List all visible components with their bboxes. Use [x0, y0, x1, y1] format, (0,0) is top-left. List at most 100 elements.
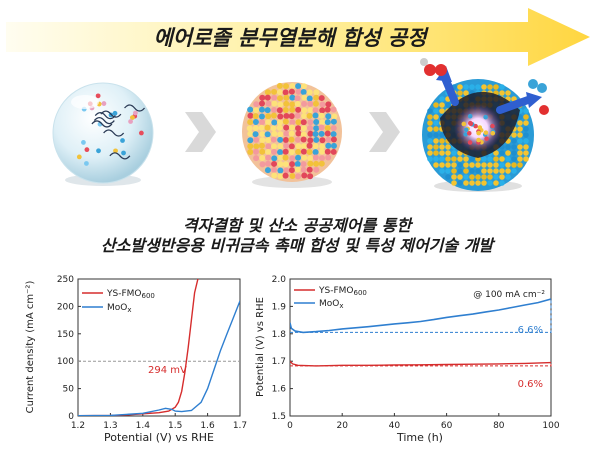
shell-atom — [469, 168, 475, 174]
shell-atom — [451, 180, 457, 186]
x-tick-label: 100 — [542, 421, 559, 431]
particle-atom — [258, 142, 265, 149]
shell-atom — [523, 144, 529, 150]
process-arrow-2 — [369, 112, 400, 152]
particle-atom — [289, 155, 296, 162]
particle-atom — [295, 173, 302, 180]
particle-atom — [265, 113, 272, 120]
precursor-dot — [84, 147, 90, 153]
oxygen-molecule-icon — [420, 58, 447, 76]
particle-atom — [312, 112, 319, 119]
x-axis-ticks: 1.2 1.3 1.4 1.5 1.6 1.7 — [71, 413, 247, 431]
precursor-dot — [120, 138, 125, 143]
shell-atom — [505, 90, 511, 96]
shell-atom — [427, 126, 433, 132]
particle-atom — [247, 143, 254, 150]
y-axis-label: Current density (mA cm⁻²) — [25, 281, 36, 414]
shell-atom — [469, 84, 475, 90]
particle-atom — [294, 136, 301, 143]
particle-atom — [312, 143, 319, 150]
particle-atom — [264, 167, 271, 174]
core-atom — [463, 127, 469, 133]
core-atom — [484, 136, 489, 141]
particle-atom — [318, 95, 325, 102]
core-atom — [468, 121, 474, 127]
shell-atom — [445, 156, 451, 162]
process-banner: 에어로졸 분무열분해 합성 공정 — [6, 8, 590, 66]
particle-atom — [247, 130, 254, 137]
particle-atom — [318, 112, 325, 119]
core-atom — [490, 130, 496, 136]
particle-atom — [253, 107, 260, 114]
particle-atom — [288, 167, 295, 174]
legend-label-moox: MoOx — [107, 303, 132, 314]
particle-atom — [247, 106, 254, 113]
droplet-illustration — [52, 82, 154, 186]
particle-atom — [300, 143, 307, 150]
x-tick-label: 1.4 — [136, 421, 151, 431]
particle-atom — [295, 119, 302, 126]
yolk-shell-illustration — [420, 58, 549, 192]
ys-change-label: 0.6% — [518, 379, 543, 390]
banner-arrow — [6, 8, 590, 66]
shell-atom — [493, 150, 499, 156]
particle-atom — [282, 89, 289, 96]
particle-atom — [313, 166, 320, 173]
particle-atom — [312, 154, 319, 161]
particle-atom — [264, 94, 271, 101]
shell-atom — [427, 150, 433, 156]
shell-atom — [439, 138, 445, 144]
series-line-moox — [290, 298, 551, 334]
x-axis-ticks: 0 20 40 60 80 100 — [287, 413, 560, 431]
particle-atom — [324, 130, 331, 137]
shell-atom — [523, 126, 529, 132]
shell-atom — [463, 90, 469, 96]
shell-atom — [469, 180, 475, 186]
particle-atom — [307, 119, 314, 126]
particle-atom — [331, 113, 338, 120]
precursor-dot — [84, 161, 89, 166]
x-tick-label: 1.3 — [103, 421, 117, 431]
particle-atom — [300, 136, 307, 143]
core-atom — [477, 125, 483, 130]
particle-atom — [330, 118, 337, 125]
particle-atom — [319, 101, 326, 108]
shell-atom — [445, 162, 451, 168]
core-atom — [476, 130, 481, 136]
shell-atom — [433, 138, 439, 144]
particle-atom — [277, 161, 284, 168]
particle-atom — [325, 154, 332, 161]
shell-atom — [439, 156, 445, 162]
particle-atom — [300, 125, 307, 132]
core-atom — [467, 113, 473, 119]
shell-atom — [439, 102, 445, 108]
particle-atom — [252, 148, 259, 155]
particle-atom — [313, 125, 320, 132]
particle-atom — [246, 125, 253, 132]
shell-atom — [499, 90, 505, 96]
particle-atom — [325, 142, 332, 149]
shell-atom — [457, 156, 463, 162]
particle-atom — [270, 125, 277, 132]
shell-atom — [445, 150, 451, 156]
particle-atom — [282, 154, 289, 161]
shell-atom — [511, 168, 517, 174]
x-tick-label: 0 — [287, 421, 293, 431]
shell-atom — [457, 84, 463, 90]
particle-atom — [259, 148, 266, 155]
particle-atom — [271, 166, 278, 173]
shell-atom — [499, 180, 505, 186]
x-tick-label: 1.2 — [71, 421, 85, 431]
caption-line-2: 산소발생반응용 비귀금속 촉매 합성 및 특성 제어기술 개발 — [101, 236, 497, 255]
shell-atom — [439, 132, 445, 138]
y-tick-label: 200 — [57, 302, 74, 312]
precursor-dot — [113, 148, 118, 154]
shell-atom — [433, 150, 439, 156]
annotation-294mv: 294 mV — [148, 365, 187, 376]
x-axis-label: Potential (V) vs RHE — [104, 431, 214, 444]
current-density-note: @ 100 mA cm⁻² — [473, 290, 545, 300]
moox-change-label: 6.6% — [518, 325, 543, 336]
particle-atom — [276, 119, 283, 126]
precursor-dot — [76, 154, 82, 160]
